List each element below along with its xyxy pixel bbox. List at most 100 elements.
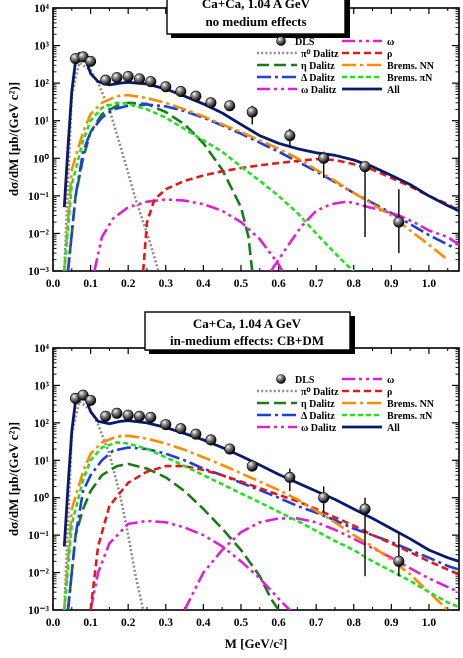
x-tick-label: 0.1 xyxy=(83,617,98,629)
dls-data-point xyxy=(175,85,187,97)
series-line-brems-nn xyxy=(63,93,449,271)
x-tick-label: 0.5 xyxy=(234,278,249,290)
title-box: Ca+Ca, 1.04 A GeV no medium effects xyxy=(166,0,350,38)
dls-data-point xyxy=(145,411,157,423)
legend-label-dalitz: η Dalitz xyxy=(301,61,335,72)
series-line- xyxy=(269,200,459,271)
y-tick-label: 10⁻² xyxy=(28,568,50,580)
y-axis-label: dσ/dM [μb/(GeV c²)] xyxy=(6,82,21,196)
dls-data-point xyxy=(85,55,97,67)
dls-data-point xyxy=(133,410,145,422)
legend-label-dls: DLS xyxy=(295,37,315,48)
series-line-dalitz xyxy=(63,61,160,271)
x-tick-label: 0.4 xyxy=(196,278,211,290)
dls-data-point xyxy=(224,100,236,112)
legend-label-dalitz: π⁰ Dalitz xyxy=(301,49,339,60)
x-tick-label: 1.0 xyxy=(422,617,437,629)
legend-label-all: All xyxy=(387,85,400,96)
series-line-dalitz xyxy=(66,101,254,271)
x-tick-label: 0.3 xyxy=(159,278,174,290)
title-line-2: in-medium effects: CB+DM xyxy=(170,333,324,348)
y-tick-label: 10⁰ xyxy=(33,152,50,165)
dls-data-point xyxy=(246,106,258,118)
x-tick-label: 0.6 xyxy=(271,617,286,629)
y-tick-label: 10⁻¹ xyxy=(28,191,49,203)
x-tick-label: 0.3 xyxy=(159,617,174,629)
y-tick-label: 10⁻² xyxy=(28,228,50,240)
x-tick-label: 0.7 xyxy=(309,617,324,629)
title-line-1: Ca+Ca, 1.04 A GeV xyxy=(193,316,302,331)
x-tick-label: 0.0 xyxy=(46,278,61,290)
plot-frame xyxy=(52,7,460,272)
x-tick-label: 0.8 xyxy=(347,617,362,629)
y-tick-label: 10⁻³ xyxy=(28,605,50,617)
tick-labels: 0.0 0.1 0.2 0.3 0.4 0.5 0.6 0.7 0.8 0.9 1.0 10⁻³ 10⁻… xyxy=(28,3,436,290)
y-tick-label: 10¹ xyxy=(34,116,49,128)
legend-label-dalitz: Δ Dalitz xyxy=(301,411,335,422)
y-tick-label: 10³ xyxy=(34,380,50,392)
series-line- xyxy=(141,157,459,271)
y-tick-label: 10⁻¹ xyxy=(28,530,49,542)
title-line-2: no medium effects xyxy=(205,14,306,29)
legend-label-dalitz: Δ Dalitz xyxy=(301,73,335,84)
dls-data-point xyxy=(122,409,134,421)
legend-swatch-dls xyxy=(276,36,286,46)
dls-data-point xyxy=(284,471,296,483)
x-tick-label: 0.1 xyxy=(83,278,98,290)
y-tick-label: 10³ xyxy=(34,41,50,53)
dls-data-point xyxy=(284,130,296,142)
x-tick-label: 0.2 xyxy=(121,278,136,290)
x-tick-label: 0.5 xyxy=(234,617,249,629)
legend-label-brems-n: Brems. πN xyxy=(387,411,433,422)
dls-data-point xyxy=(318,492,330,504)
dls-data-point xyxy=(205,434,217,446)
legend-label-brems-nn: Brems. NN xyxy=(387,61,435,72)
dls-data-point xyxy=(175,423,187,435)
x-tick-label: 0.2 xyxy=(121,617,136,629)
y-tick-label: 10² xyxy=(34,418,50,430)
y-tick-label: 10⁴ xyxy=(34,3,50,15)
x-tick-label: 0.9 xyxy=(384,278,399,290)
y-axis-label: dσ/dM [μb/(GeV c²)] xyxy=(6,422,21,536)
series-line-brems-n xyxy=(63,441,459,610)
curve-layer xyxy=(62,391,459,610)
legend-label-dalitz: ω Dalitz xyxy=(301,85,337,96)
y-tick-label: 10⁰ xyxy=(33,492,50,505)
curve-layer xyxy=(62,52,459,271)
legend-label-: ρ xyxy=(387,387,392,398)
series-line-brems-nn xyxy=(63,434,449,610)
legend-label-dls: DLS xyxy=(295,375,315,386)
dls-data-point xyxy=(85,394,97,406)
legend-label-brems-n: Brems. πN xyxy=(387,73,433,84)
series-line- xyxy=(89,464,459,610)
dls-data-point xyxy=(160,81,172,93)
dls-data-point xyxy=(77,389,89,401)
y-tick-label: 10² xyxy=(34,78,50,90)
dls-data-point xyxy=(359,161,371,173)
dls-data-point xyxy=(205,97,217,109)
dls-data-point xyxy=(122,71,134,83)
chart-panel-in-medium: 0.0 0.1 0.2 0.3 0.4 0.5 0.6 0.7 0.8 0.9 1.0 10⁻³ 10⁻… xyxy=(6,311,460,651)
axis-ticks xyxy=(52,7,459,272)
x-tick-label: 0.8 xyxy=(347,278,362,290)
dls-data-point xyxy=(100,410,112,422)
legend-swatch-dls xyxy=(276,374,286,384)
series-line-dalitz xyxy=(66,462,280,610)
dls-points-layer xyxy=(70,51,405,254)
legend-label-: ω xyxy=(387,37,394,48)
dls-data-point xyxy=(393,555,405,567)
dls-data-point xyxy=(145,76,157,88)
y-tick-label: 10⁻³ xyxy=(28,266,50,278)
series-line-dalitz xyxy=(89,519,292,610)
x-tick-label: 1.0 xyxy=(422,278,437,290)
dls-data-point xyxy=(224,443,236,455)
series-line-brems-n xyxy=(63,101,355,271)
tick-labels: 0.0 0.1 0.2 0.3 0.4 0.5 0.6 0.7 0.8 0.9 1.0 10⁻³ 10⁻… xyxy=(28,343,436,629)
dls-data-point xyxy=(111,72,123,84)
title-line-1: Ca+Ca, 1.04 A GeV xyxy=(202,0,311,11)
dls-data-point xyxy=(318,152,330,164)
legend-label-: ω xyxy=(387,375,394,386)
x-tick-label: 0.9 xyxy=(384,617,399,629)
